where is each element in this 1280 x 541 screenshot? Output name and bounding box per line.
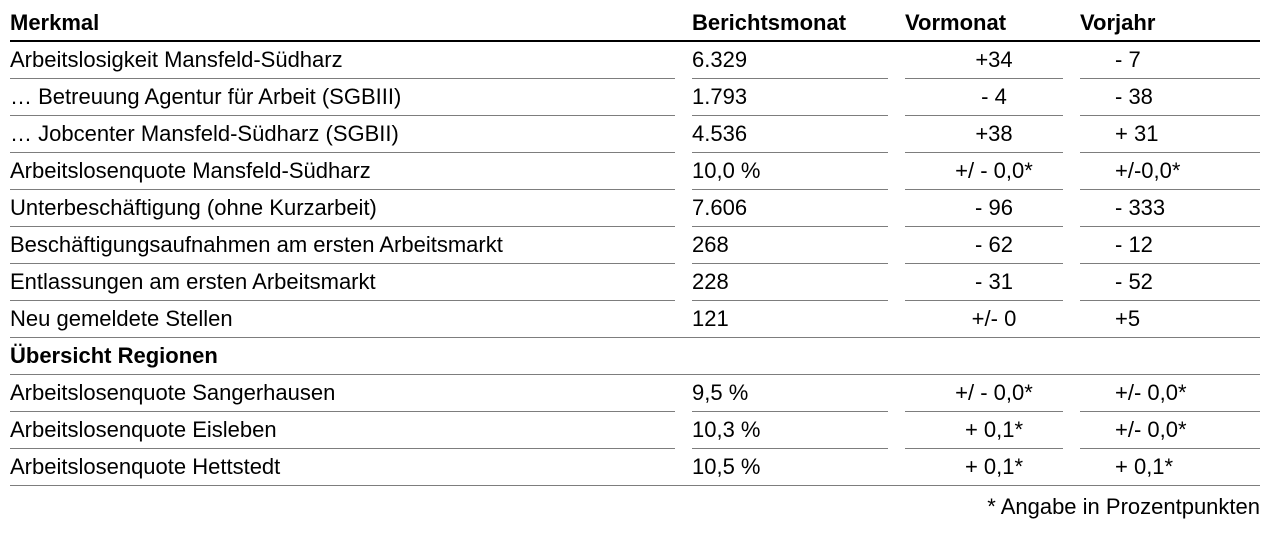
cell-vormonat: + 0,1* [964, 454, 1024, 479]
table-row: Arbeitslosigkeit Mansfeld-Südharz 6.329 … [10, 42, 1260, 79]
cell-berichtsmonat: 121 [692, 306, 729, 331]
table-row: Arbeitslosenquote Hettstedt 10,5 % + 0,1… [10, 449, 1260, 486]
statistics-table: Merkmal Berichtsmonat Vormonat Vorjahr A… [10, 0, 1260, 486]
table-row: Arbeitslosenquote Mansfeld-Südharz 10,0 … [10, 153, 1260, 190]
cell-vorjahr: +5 [1115, 306, 1141, 331]
table-row: … Betreuung Agentur für Arbeit (SGBIII) … [10, 79, 1260, 116]
cell-merkmal: … Jobcenter Mansfeld-Südharz (SGBII) [10, 116, 675, 153]
cell-vorjahr: +/- 0,0* [1080, 412, 1260, 449]
cell-berichtsmonat: 228 [692, 264, 888, 301]
table-body: Arbeitslosigkeit Mansfeld-Südharz 6.329 … [10, 42, 1260, 486]
cell-vormonat: - 4 [905, 79, 1063, 116]
cell-merkmal: Arbeitslosenquote Hettstedt [10, 454, 281, 479]
cell-vorjahr: +/-0,0* [1080, 153, 1260, 190]
cell-berichtsmonat: 10,0 % [692, 153, 888, 190]
cell-vorjahr: - 38 [1080, 79, 1260, 116]
cell-merkmal: Übersicht Regionen [10, 343, 218, 368]
cell-vormonat: +/ - 0,0* [905, 153, 1063, 190]
cell-merkmal: Arbeitslosenquote Sangerhausen [10, 375, 675, 412]
table-row: Arbeitslosenquote Sangerhausen 9,5 % +/ … [10, 375, 1260, 412]
table-row: Unterbeschäftigung (ohne Kurzarbeit) 7.6… [10, 190, 1260, 227]
cell-vorjahr: + 0,1* [1115, 454, 1174, 479]
table-row: Arbeitslosenquote Eisleben 10,3 % + 0,1*… [10, 412, 1260, 449]
cell-vorjahr: - 52 [1080, 264, 1260, 301]
cell-vorjahr: + 31 [1080, 116, 1260, 153]
column-header-vormonat: Vormonat [905, 9, 1007, 35]
cell-vormonat: - 31 [905, 264, 1063, 301]
table-header-row: Merkmal Berichtsmonat Vormonat Vorjahr [10, 5, 1260, 42]
table-row: Beschäftigungsaufnahmen am ersten Arbeit… [10, 227, 1260, 264]
cell-vorjahr: - 333 [1080, 190, 1260, 227]
cell-vormonat: + 0,1* [905, 412, 1063, 449]
cell-merkmal: Entlassungen am ersten Arbeitsmarkt [10, 264, 675, 301]
table-row: … Jobcenter Mansfeld-Südharz (SGBII) 4.5… [10, 116, 1260, 153]
column-header-merkmal: Merkmal [10, 9, 100, 35]
cell-berichtsmonat: 4.536 [692, 116, 888, 153]
cell-vormonat [905, 338, 1063, 374]
cell-berichtsmonat: 1.793 [692, 79, 888, 116]
section-row: Übersicht Regionen [10, 338, 1260, 375]
footnote-row: * Angabe in Prozentpunkten [10, 486, 1260, 528]
cell-vormonat: +/- 0 [971, 306, 1017, 331]
cell-vorjahr: +/- 0,0* [1080, 375, 1260, 412]
cell-berichtsmonat: 7.606 [692, 190, 888, 227]
cell-vormonat: - 96 [905, 190, 1063, 227]
footnote: * Angabe in Prozentpunkten [987, 494, 1260, 519]
cell-berichtsmonat [692, 338, 888, 374]
cell-berichtsmonat: 9,5 % [692, 375, 888, 412]
cell-berichtsmonat: 10,5 % [692, 454, 761, 479]
cell-vormonat: +34 [905, 42, 1063, 79]
cell-merkmal: Arbeitslosenquote Mansfeld-Südharz [10, 153, 675, 190]
cell-berichtsmonat: 268 [692, 227, 888, 264]
table-row: Entlassungen am ersten Arbeitsmarkt 228 … [10, 264, 1260, 301]
cell-vorjahr: - 7 [1080, 42, 1260, 79]
cell-merkmal: Arbeitslosenquote Eisleben [10, 412, 675, 449]
cell-merkmal: Arbeitslosigkeit Mansfeld-Südharz [10, 42, 675, 79]
cell-berichtsmonat: 6.329 [692, 42, 888, 79]
column-header-vorjahr: Vorjahr [1080, 9, 1156, 35]
table-row: Neu gemeldete Stellen 121 +/- 0 +5 [10, 301, 1260, 338]
cell-vormonat: - 62 [905, 227, 1063, 264]
cell-vorjahr: - 12 [1080, 227, 1260, 264]
cell-berichtsmonat: 10,3 % [692, 412, 888, 449]
cell-vorjahr [1080, 338, 1260, 374]
cell-vormonat: +38 [905, 116, 1063, 153]
cell-merkmal: … Betreuung Agentur für Arbeit (SGBIII) [10, 79, 675, 116]
cell-vormonat: +/ - 0,0* [905, 375, 1063, 412]
cell-merkmal: Beschäftigungsaufnahmen am ersten Arbeit… [10, 227, 675, 264]
column-header-berichtsmonat: Berichtsmonat [692, 9, 847, 35]
cell-merkmal: Neu gemeldete Stellen [10, 306, 233, 331]
cell-merkmal: Unterbeschäftigung (ohne Kurzarbeit) [10, 190, 675, 227]
